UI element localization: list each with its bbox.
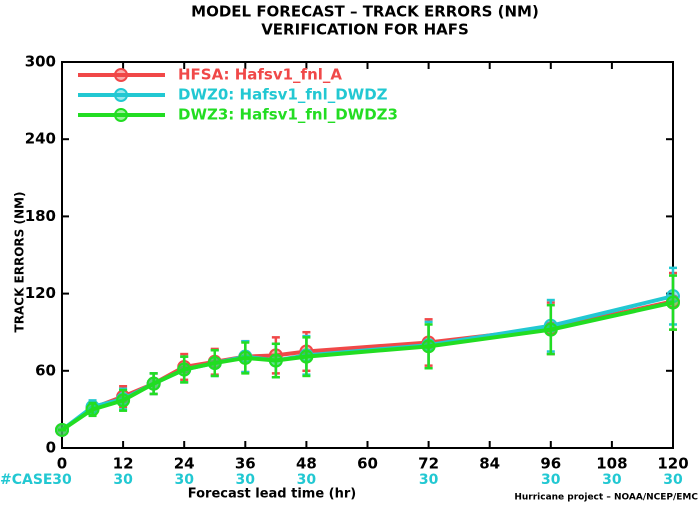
case-count: 30: [602, 472, 622, 488]
x-tick-label: 12: [113, 455, 134, 473]
y-tick-label: 120: [25, 284, 56, 302]
series-line: [60, 300, 674, 432]
chart-subtitle: VERIFICATION FOR HAFS: [261, 21, 469, 39]
legend-label: DWZ3: Hafsv1_fnl_DWDZ3: [178, 106, 398, 124]
marker: [421, 339, 436, 354]
x-tick-label: 60: [357, 455, 378, 473]
marker: [299, 349, 314, 364]
case-count: 30: [236, 472, 256, 488]
x-tick-label: 72: [418, 455, 439, 473]
marker: [55, 422, 69, 437]
case-count: 30: [541, 472, 561, 488]
case-count: 30: [113, 472, 133, 488]
marker: [146, 376, 161, 391]
x-tick-label: 48: [296, 455, 317, 473]
marker: [238, 350, 253, 365]
x-tick-label: 36: [235, 455, 256, 473]
case-count: 30: [419, 472, 439, 488]
marker: [207, 356, 222, 371]
x-tick-label: 96: [540, 455, 561, 473]
x-tick-label: 84: [479, 455, 500, 473]
x-axis-label: Forecast lead time (hr): [188, 487, 356, 502]
case-count: 30: [663, 472, 683, 488]
x-tick-label: 108: [596, 455, 627, 473]
marker: [543, 322, 558, 337]
y-tick-label: 0: [46, 439, 56, 457]
y-tick-label: 240: [25, 130, 56, 148]
x-tick-label: 24: [174, 455, 195, 473]
marker: [116, 393, 131, 408]
legend-marker: [114, 108, 128, 122]
chart-title: MODEL FORECAST – TRACK ERRORS (NM): [191, 3, 539, 21]
x-tick-label: 0: [57, 455, 67, 473]
legend-label: DWZ0: Hafsv1_fnl_DWDZ: [178, 86, 388, 104]
y-tick-label: 60: [35, 361, 56, 379]
case-count: 30: [297, 472, 317, 488]
legend-marker: [114, 88, 128, 102]
case-count: 30: [52, 472, 72, 488]
case-label: #CASE: [0, 472, 53, 488]
y-axis-label: TRACK ERRORS (NM): [13, 192, 27, 333]
y-tick-label: 300: [25, 53, 56, 71]
y-tick-label: 180: [25, 207, 56, 225]
series-line: [60, 299, 674, 432]
legend-marker: [114, 68, 128, 82]
footer: Hurricane project – NOAA/NCEP/EMC: [514, 493, 698, 503]
x-tick-label: 120: [657, 455, 688, 473]
marker: [85, 402, 100, 417]
series-line: [60, 294, 674, 432]
marker: [177, 362, 192, 377]
legend-label: HFSA: Hafsv1_fnl_A: [178, 66, 342, 84]
marker: [666, 295, 680, 310]
marker: [268, 353, 283, 368]
case-count: 30: [174, 472, 194, 488]
